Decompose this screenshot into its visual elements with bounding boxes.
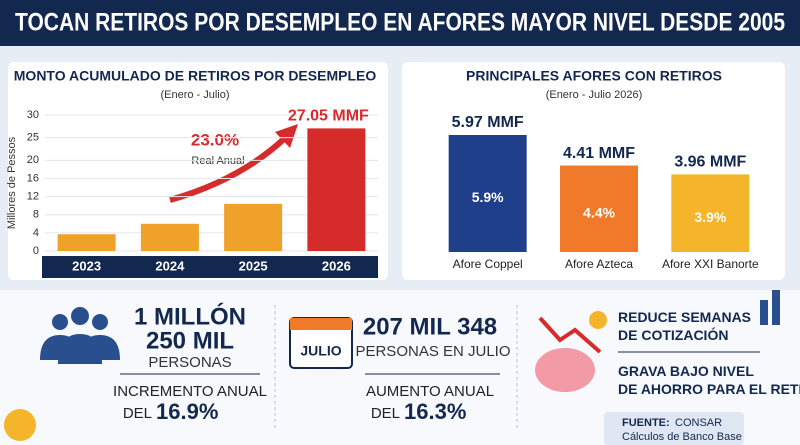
y-tick-label: 20 — [27, 154, 39, 166]
stat-unit: PERSONAS — [148, 354, 231, 371]
stat-value: 207 MIL 348 — [363, 313, 497, 340]
value-label: 4.41 MMF — [563, 145, 635, 162]
inner-label: 4.4% — [583, 204, 615, 220]
x-tick-label: 2023 — [72, 258, 101, 273]
stat-value: 250 MIL — [146, 327, 234, 354]
chart-title: PRINCIPALES AFORES CON RETIROS — [466, 68, 722, 84]
y-tick-label: 12 — [27, 191, 39, 203]
bar — [224, 203, 283, 251]
trend-arrowhead — [275, 124, 298, 148]
y-tick-label: 8 — [33, 209, 39, 221]
note: REDUCE SEMANAS DE COTIZACIÓN — [618, 309, 751, 343]
annotation: Real Anual — [191, 155, 244, 167]
source-detail: Cálculos de Banco Base — [622, 431, 742, 443]
change-label: AUMENTO ANUAL — [366, 383, 494, 400]
x-tick-label: Afore Coppel — [453, 257, 523, 271]
source-name: CONSAR — [675, 417, 722, 429]
people-icon — [40, 307, 120, 364]
stat-unit: PERSONAS EN JULIO — [355, 343, 510, 360]
header-bar — [0, 0, 800, 46]
y-tick-label: 4 — [33, 227, 39, 239]
y-axis-label: Millores de Pessos — [6, 136, 18, 229]
value-label: 3.96 MMF — [674, 154, 746, 171]
panel — [8, 62, 388, 280]
axis-band — [42, 256, 378, 278]
y-tick-label: 0 — [33, 245, 39, 257]
y-tick-label: 30 — [27, 109, 39, 121]
calendar-label: JULIO — [300, 343, 341, 359]
inner-label: 5.9% — [472, 189, 504, 205]
source-box — [604, 412, 744, 445]
chart-title: MONTO ACUMULADO DE RETIROS POR DESEMPLEO — [14, 68, 377, 84]
coin-icon — [589, 311, 607, 329]
x-tick-label: 2024 — [155, 258, 185, 273]
x-tick-label: Afore Azteca — [565, 257, 633, 271]
bar — [140, 223, 199, 251]
trend-arrow — [169, 135, 288, 203]
x-tick-label: Afore XXI Banorte — [662, 257, 759, 271]
change-value: 16.3% — [404, 399, 466, 424]
chart-subtitle: (Enero - Julio) — [160, 89, 229, 101]
change-prefix: DEL — [371, 405, 400, 422]
value-label: 27.05 MMF — [288, 108, 369, 125]
source-label: FUENTE: — [622, 417, 670, 429]
y-tick-label: 25 — [27, 132, 39, 144]
bar — [448, 135, 527, 252]
annotation: 23.0% — [191, 130, 239, 149]
deco-bar — [760, 300, 768, 325]
bar — [671, 174, 750, 252]
chart-subtitle: (Enero - Julio 2026) — [546, 89, 643, 101]
change-label: INCREMENTO ANUAL — [113, 383, 267, 400]
bar — [307, 128, 366, 251]
inner-label: 3.9% — [694, 209, 726, 225]
x-tick-label: 2026 — [322, 258, 351, 273]
bar — [560, 165, 638, 252]
value-label: 5.97 MMF — [452, 114, 524, 131]
piggy-icon — [535, 348, 595, 392]
change-prefix: DEL — [123, 405, 152, 422]
down-arrow — [538, 316, 602, 354]
coin-icon — [4, 409, 36, 441]
deco-bar — [772, 290, 780, 325]
y-tick-label: 16 — [27, 172, 39, 184]
calendar-top — [290, 318, 352, 330]
x-tick-label: 2025 — [239, 258, 268, 273]
stat-value: 1 MILLÓN — [134, 302, 246, 330]
bar — [57, 234, 116, 251]
change-value: 16.9% — [156, 399, 218, 424]
page-title: TOCAN RETIROS POR DESEMPLEO EN AFORES MA… — [15, 9, 785, 37]
